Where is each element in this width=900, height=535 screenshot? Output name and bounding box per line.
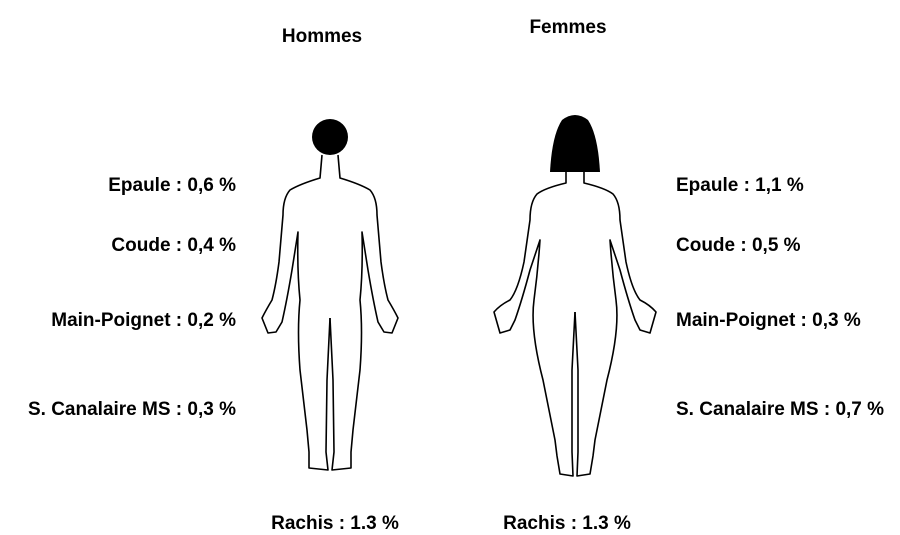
site-label: S. Canalaire MS : 0,3 %: [28, 399, 236, 420]
male-figure: [262, 119, 398, 470]
column-title: Femmes: [529, 17, 606, 38]
female-figure: [494, 115, 656, 476]
column-title: Hommes: [282, 26, 362, 47]
footer-label: Rachis : 1.3 %: [271, 513, 399, 534]
site-label: Coude : 0,4 %: [111, 235, 236, 256]
site-label: Coude : 0,5 %: [676, 235, 801, 256]
diagram: Hommes Femmes Epaule : 0,6 % Coude : 0,4…: [0, 0, 900, 535]
site-label: Epaule : 0,6 %: [108, 175, 236, 196]
site-label: Main-Poignet : 0,3 %: [676, 310, 861, 331]
footer-label: Rachis : 1.3 %: [503, 513, 631, 534]
site-label: S. Canalaire MS : 0,7 %: [676, 399, 884, 420]
site-label: Main-Poignet : 0,2 %: [51, 310, 236, 331]
site-label: Epaule : 1,1 %: [676, 175, 804, 196]
